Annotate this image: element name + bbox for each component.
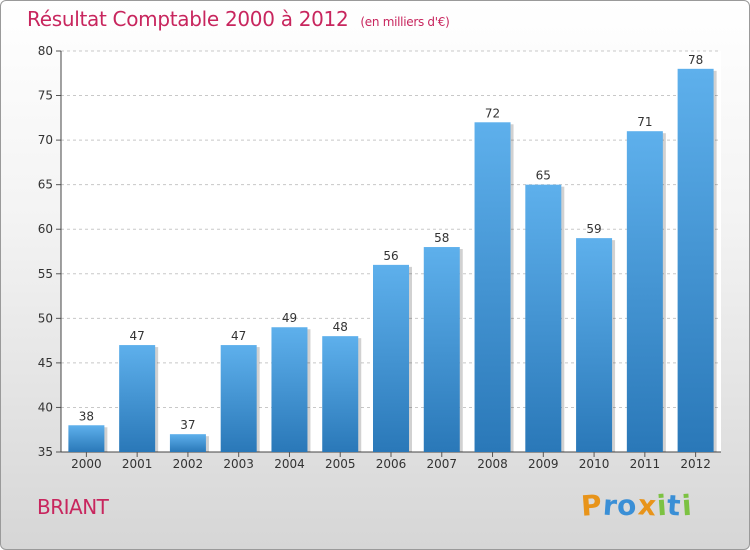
bar xyxy=(220,345,257,452)
y-tick-label: 45 xyxy=(38,356,53,370)
x-tick-label: 2005 xyxy=(325,457,356,471)
bar-value-label: 47 xyxy=(231,329,246,343)
bar xyxy=(373,264,409,452)
bar xyxy=(474,122,511,453)
y-tick-label: 65 xyxy=(38,178,53,192)
y-tick-label: 35 xyxy=(38,445,53,459)
x-tick-label: 2008 xyxy=(477,457,508,471)
x-tick-label: 2009 xyxy=(528,457,559,471)
bar xyxy=(576,238,613,452)
bar xyxy=(525,184,562,452)
bar-value-label: 65 xyxy=(536,169,551,183)
y-tick-label: 60 xyxy=(38,222,53,236)
bar-value-label: 38 xyxy=(79,409,94,423)
x-tick-label: 2010 xyxy=(579,457,610,471)
bar-value-label: 58 xyxy=(434,231,449,245)
y-tick-label: 80 xyxy=(38,44,53,58)
x-tick-label: 2002 xyxy=(173,457,204,471)
bar-value-label: 71 xyxy=(637,115,652,129)
bar-value-label: 37 xyxy=(180,418,195,432)
y-tick-label: 70 xyxy=(38,133,53,147)
brand-logo: Proxiti xyxy=(579,488,694,523)
bar xyxy=(423,247,460,452)
location-name: BRIANT xyxy=(37,495,109,519)
chart-title: Résultat Comptable 2000 à 2012 (en millie… xyxy=(27,7,450,31)
bar-value-label: 78 xyxy=(688,53,703,67)
bar-value-label: 49 xyxy=(282,311,297,325)
bar xyxy=(626,131,663,452)
bar-value-label: 72 xyxy=(485,106,500,120)
bar xyxy=(169,434,206,452)
x-tick-label: 2011 xyxy=(630,457,661,471)
x-tick-label: 2007 xyxy=(426,457,457,471)
bar xyxy=(68,425,105,452)
chart-unit-note: (en milliers d'€) xyxy=(360,15,450,29)
bar-value-label: 47 xyxy=(130,329,145,343)
x-tick-label: 2004 xyxy=(274,457,305,471)
x-tick-label: 2012 xyxy=(680,457,711,471)
brand-letter: P xyxy=(579,488,604,523)
x-tick-label: 2003 xyxy=(223,457,254,471)
brand-letter: x xyxy=(636,488,658,523)
x-tick-label: 2000 xyxy=(71,457,102,471)
y-tick-label: 55 xyxy=(38,267,53,281)
bar-value-label: 56 xyxy=(383,249,398,263)
bar-value-label: 59 xyxy=(586,222,601,236)
x-tick-label: 2006 xyxy=(376,457,407,471)
bar-value-label: 48 xyxy=(333,320,348,334)
y-tick-label: 40 xyxy=(38,400,53,414)
bar xyxy=(271,327,308,452)
brand-letter: i xyxy=(680,488,694,523)
chart-title-text: Résultat Comptable 2000 à 2012 xyxy=(27,7,349,31)
y-tick-label: 50 xyxy=(38,311,53,325)
x-tick-label: 2001 xyxy=(122,457,153,471)
bar xyxy=(119,345,156,452)
y-tick-label: 75 xyxy=(38,89,53,103)
brand-letter: o xyxy=(616,488,639,523)
bar xyxy=(677,68,714,453)
bar xyxy=(322,336,359,452)
